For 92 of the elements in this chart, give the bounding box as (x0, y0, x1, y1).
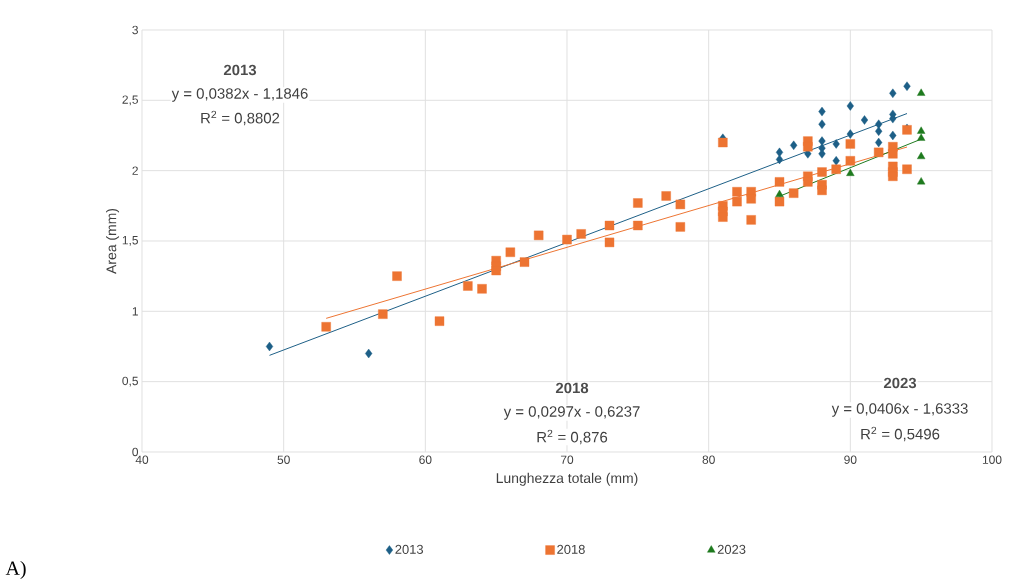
x-tick-label: 70 (560, 455, 574, 464)
x-tick-label: 90 (844, 455, 857, 464)
annotation: R$^{2}$ = 0,8802 (201, 110, 280, 126)
point (845, 156, 856, 166)
x-axis-title: Lunghezza totale (mm) (496, 472, 638, 486)
annotation: 2018 (555, 382, 589, 394)
point (519, 257, 530, 267)
legend-label: 2023 (717, 544, 746, 554)
point (576, 229, 586, 239)
point (917, 88, 926, 96)
annotation: y = 0,0297x - 0,6237 (503, 406, 640, 420)
x-tick-label: 40 (135, 455, 149, 464)
point (831, 164, 841, 174)
point (873, 147, 884, 158)
point (888, 171, 898, 181)
y-tick-label: 0,5 (122, 376, 138, 387)
point (675, 222, 686, 232)
x-tick-label: 80 (702, 455, 715, 464)
x-tick-label: 60 (419, 455, 432, 464)
point (675, 199, 686, 210)
annotation: y = 0,0406x - 1,6333 (831, 403, 968, 417)
x-tick-label: 100 (982, 455, 1002, 464)
point (817, 167, 827, 177)
point (889, 130, 897, 141)
point (846, 129, 854, 139)
point (917, 133, 926, 141)
point (917, 177, 926, 185)
x-tick-label: 50 (277, 455, 290, 464)
point (732, 187, 742, 197)
point (832, 156, 840, 166)
annotation: R$^{2}$ = 0,5496 (861, 426, 940, 442)
point (434, 316, 445, 326)
point (846, 101, 854, 111)
point (746, 194, 756, 204)
point (790, 140, 798, 151)
y-tick-label: 0 (132, 447, 139, 457)
point (633, 198, 643, 208)
point (818, 106, 826, 117)
point (846, 168, 855, 176)
annotation: 2013 (223, 64, 257, 76)
point (818, 149, 826, 159)
annotation: y = 0,0382x - 1,1846 (171, 88, 308, 102)
point (902, 164, 912, 174)
y-tick-label: 3 (132, 25, 138, 35)
point (661, 191, 671, 201)
point (917, 126, 926, 134)
point (775, 154, 784, 165)
point (817, 185, 827, 196)
y-tick-label: 2 (132, 166, 138, 175)
annotation: R$^{2}$ = 0,876 (537, 429, 608, 445)
point (875, 126, 883, 136)
point (378, 309, 388, 319)
point (533, 230, 544, 241)
point (818, 119, 826, 129)
point (732, 196, 742, 207)
y-tick-label: 1 (132, 307, 138, 316)
point (746, 215, 756, 225)
point (718, 137, 728, 148)
point (875, 137, 883, 148)
point (774, 177, 785, 187)
point (633, 220, 643, 231)
point (775, 189, 784, 198)
point (604, 237, 615, 248)
point (477, 284, 487, 294)
point (845, 139, 856, 149)
point (832, 139, 840, 149)
point (889, 88, 897, 98)
point (392, 271, 402, 281)
point (788, 188, 799, 198)
y-axis-title: Area (mm) (106, 208, 120, 274)
point (803, 177, 813, 187)
text: A) (5, 560, 26, 580)
point (604, 220, 615, 231)
point (562, 234, 572, 245)
point (463, 281, 473, 291)
point (917, 151, 926, 160)
y-tick-label: 1,5 (122, 236, 138, 246)
point (860, 115, 869, 125)
point (888, 149, 898, 159)
point (491, 265, 501, 276)
point (718, 212, 728, 222)
point (321, 322, 331, 332)
point (265, 341, 274, 352)
point (774, 196, 785, 207)
point (365, 348, 373, 359)
point (903, 81, 911, 91)
legend-label: 2013 (395, 544, 424, 554)
point (505, 247, 516, 257)
legend-label: 2018 (557, 544, 585, 554)
annotation: 2023 (883, 377, 917, 389)
y-tick-label: 2,5 (122, 95, 138, 106)
point (803, 142, 813, 152)
